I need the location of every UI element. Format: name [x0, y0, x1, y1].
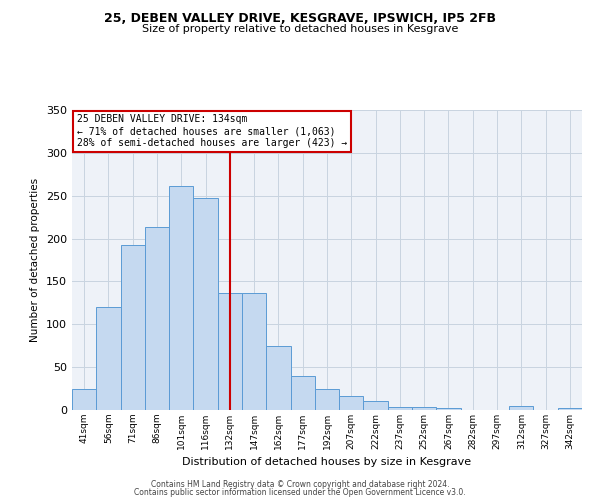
Bar [339, 396, 364, 410]
X-axis label: Distribution of detached houses by size in Kesgrave: Distribution of detached houses by size … [182, 458, 472, 468]
Y-axis label: Number of detached properties: Number of detached properties [31, 178, 40, 342]
Text: Size of property relative to detached houses in Kesgrave: Size of property relative to detached ho… [142, 24, 458, 34]
Bar [558, 408, 582, 410]
Bar [242, 294, 266, 410]
Text: Contains HM Land Registry data © Crown copyright and database right 2024.: Contains HM Land Registry data © Crown c… [151, 480, 449, 489]
Bar [218, 292, 242, 410]
Bar [266, 346, 290, 410]
Bar [315, 388, 339, 410]
Bar [509, 406, 533, 410]
Bar [412, 408, 436, 410]
Bar [193, 198, 218, 410]
Bar [388, 406, 412, 410]
Bar [169, 186, 193, 410]
Text: Contains public sector information licensed under the Open Government Licence v3: Contains public sector information licen… [134, 488, 466, 497]
Bar [121, 244, 145, 410]
Bar [290, 376, 315, 410]
Bar [364, 402, 388, 410]
Bar [436, 408, 461, 410]
Text: 25, DEBEN VALLEY DRIVE, KESGRAVE, IPSWICH, IP5 2FB: 25, DEBEN VALLEY DRIVE, KESGRAVE, IPSWIC… [104, 12, 496, 26]
Bar [145, 226, 169, 410]
Bar [72, 388, 96, 410]
Text: 25 DEBEN VALLEY DRIVE: 134sqm
← 71% of detached houses are smaller (1,063)
28% o: 25 DEBEN VALLEY DRIVE: 134sqm ← 71% of d… [77, 114, 347, 148]
Bar [96, 307, 121, 410]
